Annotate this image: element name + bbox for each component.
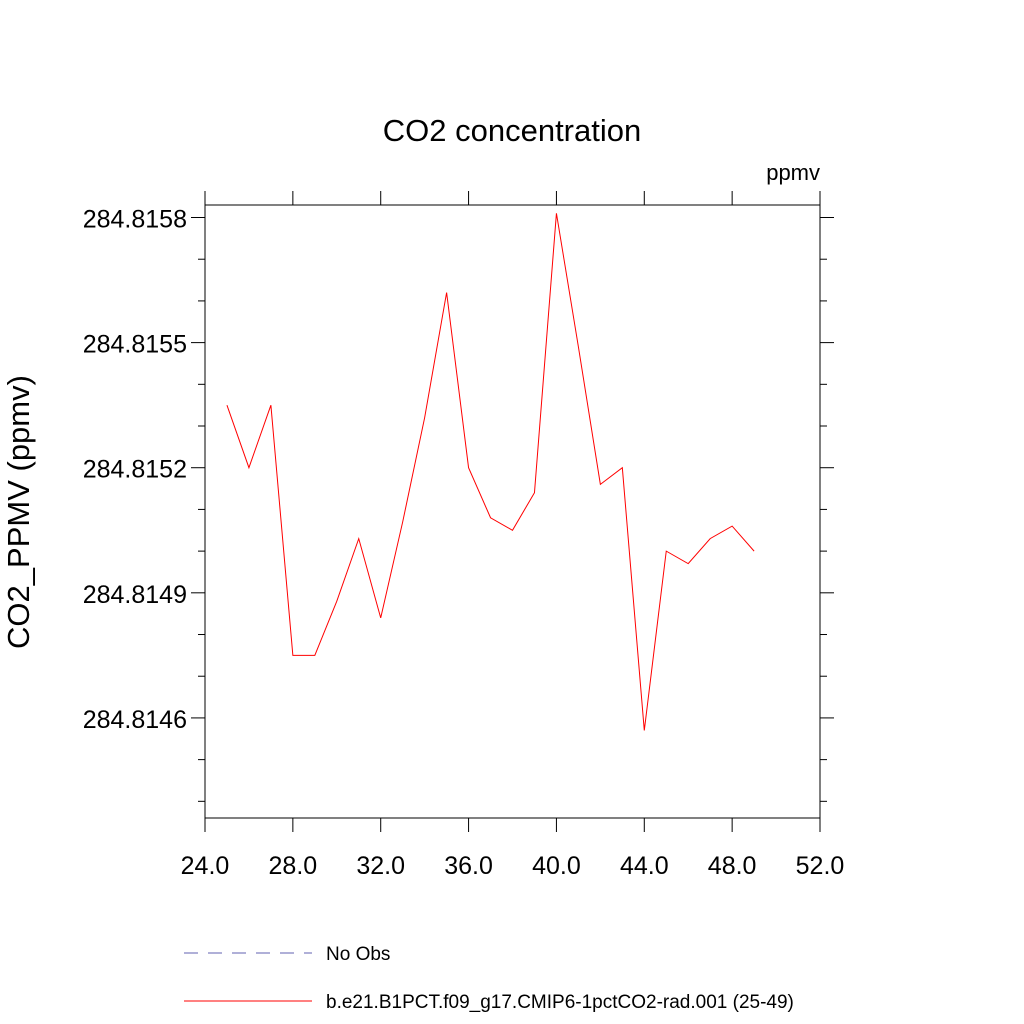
x-axis-ticks: 24.0 28.0 32.0 36.0 40.0 44.0 48.0 52.0 — [181, 191, 845, 880]
y-tick-label: 284.8158 — [83, 206, 187, 234]
y-axis-label: CO2_PPMV (ppmv) — [1, 375, 36, 649]
y-tick-label: 284.8146 — [83, 706, 187, 734]
x-tick-label: 52.0 — [796, 852, 845, 880]
plot-border — [204, 204, 821, 819]
y-tick-label: 284.8152 — [83, 456, 187, 484]
y-axis-ticks: 284.8146 284.8149 284.8152 284.8155 284.8158 — [83, 206, 834, 802]
x-tick-label: 24.0 — [181, 852, 230, 880]
x-tick-label: 48.0 — [708, 852, 757, 880]
units-label: ppmv — [766, 160, 820, 185]
x-tick-label: 28.0 — [269, 852, 318, 880]
series-line — [226, 213, 755, 731]
x-tick-label: 36.0 — [444, 852, 493, 880]
legend-label-series: b.e21.B1PCT.f09_g17.CMIP6-1pctCO2-rad.00… — [326, 992, 794, 1013]
x-tick-label: 40.0 — [532, 852, 581, 880]
series-layer — [226, 213, 755, 731]
x-tick-label: 44.0 — [620, 852, 669, 880]
legend-label-no-obs: No Obs — [326, 944, 390, 965]
plot-frame — [204, 204, 821, 819]
legend: No Obs b.e21.B1PCT.f09_g17.CMIP6-1pctCO2… — [184, 944, 794, 1013]
y-tick-label: 284.8155 — [83, 331, 187, 359]
y-tick-label: 284.8149 — [83, 581, 187, 609]
chart-title: CO2 concentration — [383, 113, 641, 148]
x-tick-label: 32.0 — [356, 852, 405, 880]
